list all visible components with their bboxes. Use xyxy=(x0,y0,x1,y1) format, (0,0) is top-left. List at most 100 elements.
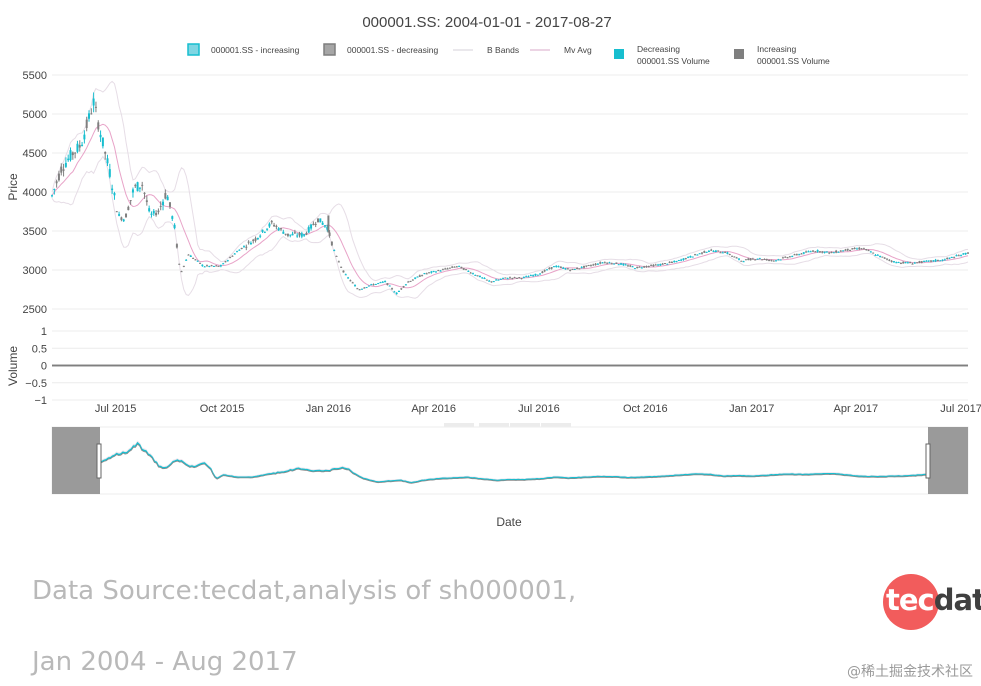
price-grid xyxy=(52,74,968,310)
candle-body xyxy=(606,262,609,264)
candle-body xyxy=(342,270,345,273)
candle-body xyxy=(950,257,953,259)
caption-line-2: Jan 2004 - Aug 2017 xyxy=(32,647,298,677)
x-tick-label: Jul 2016 xyxy=(518,403,560,415)
candle-body xyxy=(770,259,773,261)
candle-body xyxy=(615,262,618,264)
candle-body xyxy=(744,259,747,261)
candle-body xyxy=(934,259,937,262)
candle-body xyxy=(825,251,828,253)
candle-body xyxy=(756,258,759,260)
candle-body xyxy=(238,249,241,251)
candle-body xyxy=(791,256,794,258)
legend-label: B Bands xyxy=(487,45,519,55)
legend-label: Increasing xyxy=(757,44,796,54)
candle-body xyxy=(92,98,95,106)
legend[interactable]: 000001.SS - increasing 000001.SS - decrea… xyxy=(187,43,830,66)
candle-body xyxy=(335,255,338,257)
candle-body xyxy=(488,280,491,282)
candle-body xyxy=(490,281,493,283)
candle-body xyxy=(663,263,666,265)
candle-body xyxy=(694,254,697,256)
candle-body xyxy=(668,261,671,263)
candle-body xyxy=(113,193,116,196)
candle-body xyxy=(173,224,176,229)
candle-body xyxy=(60,166,63,173)
range-slider-handle-left xyxy=(96,443,102,479)
candle-body xyxy=(367,285,370,287)
candle-body xyxy=(943,259,946,261)
legend-label: Decreasing xyxy=(637,44,680,54)
candle-body xyxy=(724,251,727,253)
candle-body xyxy=(552,266,555,268)
candle-body xyxy=(608,262,611,264)
candles xyxy=(51,92,969,295)
legend-label: 000001.SS - decreasing xyxy=(347,45,438,55)
candle-body xyxy=(751,258,754,260)
candle-body xyxy=(240,247,243,249)
candle-body xyxy=(529,275,532,277)
candle-body xyxy=(527,276,530,278)
candle-body xyxy=(650,264,653,266)
candle-body xyxy=(772,260,775,262)
candle-body xyxy=(453,266,456,268)
candle-body xyxy=(187,254,190,256)
candle-body xyxy=(212,265,215,267)
candle-body xyxy=(317,218,320,223)
candle-body xyxy=(520,278,523,280)
candle-body xyxy=(81,144,84,146)
modebar[interactable] xyxy=(444,423,571,427)
candle-body xyxy=(761,259,764,261)
price-tick-label: 3000 xyxy=(23,265,47,277)
candle-body xyxy=(328,232,331,236)
candle-body xyxy=(518,277,521,279)
candle-body xyxy=(131,189,134,193)
candle-body xyxy=(90,113,93,115)
candle-body xyxy=(379,282,382,284)
candle-body xyxy=(816,250,819,252)
candle-body xyxy=(749,258,752,261)
x-axis-title: Date xyxy=(496,515,522,529)
candle-body xyxy=(888,259,891,261)
candle-body xyxy=(354,285,357,287)
candle-body xyxy=(543,270,546,272)
candle-body xyxy=(913,262,916,264)
candle-body xyxy=(721,252,724,254)
candle-body xyxy=(837,251,840,253)
candle-body xyxy=(603,262,606,264)
candle-body xyxy=(939,260,942,262)
candle-body xyxy=(633,268,636,270)
candle-body xyxy=(578,268,581,270)
candle-body xyxy=(962,253,965,255)
candle-body xyxy=(108,169,111,177)
candle-body xyxy=(955,255,958,257)
candle-body xyxy=(509,277,511,279)
candle-body xyxy=(273,225,276,227)
candle-body xyxy=(953,257,956,259)
candle-body xyxy=(266,228,269,230)
candle-body xyxy=(51,195,53,197)
candle-body xyxy=(196,260,199,262)
candle-body xyxy=(384,281,387,283)
candle-body xyxy=(236,251,239,253)
legend-swatch xyxy=(734,49,744,59)
candle-body xyxy=(832,252,835,254)
candle-body xyxy=(779,259,782,261)
legend-swatch xyxy=(323,43,336,56)
candle-body xyxy=(219,265,222,267)
legend-label: Mv Avg xyxy=(564,45,592,55)
candle-body xyxy=(629,265,632,267)
candle-body xyxy=(372,284,375,286)
price-tick-label: 4000 xyxy=(23,187,47,199)
candle-body xyxy=(62,169,65,171)
candle-body xyxy=(867,250,870,252)
candle-body xyxy=(895,262,898,264)
candle-body xyxy=(777,259,780,261)
range-slider[interactable] xyxy=(51,426,969,495)
candle-body xyxy=(691,256,694,258)
candle-body xyxy=(78,145,81,148)
candle-body xyxy=(631,266,634,268)
candle-body xyxy=(363,287,366,289)
candle-body xyxy=(134,185,137,187)
